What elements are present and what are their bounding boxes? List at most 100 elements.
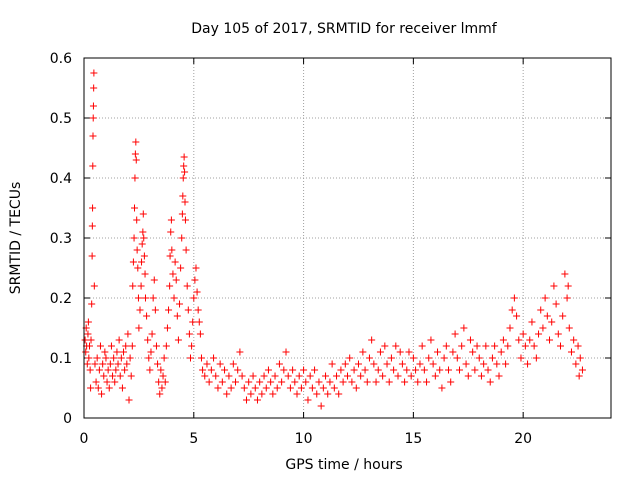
y-tick-label: 0.4	[50, 171, 72, 187]
data-point	[181, 198, 189, 206]
data-point	[148, 330, 156, 338]
data-point	[556, 342, 564, 350]
data-point	[152, 342, 160, 350]
data-point	[352, 384, 360, 392]
y-tick-label: 0.6	[50, 51, 72, 67]
data-point	[240, 384, 248, 392]
plot-frame	[83, 57, 612, 419]
data-point	[348, 378, 356, 386]
data-point	[210, 354, 218, 362]
data-point	[462, 360, 470, 368]
data-point	[136, 306, 144, 314]
data-point	[493, 360, 501, 368]
data-point	[539, 324, 547, 332]
data-point	[245, 378, 253, 386]
data-point	[109, 372, 117, 380]
data-point	[286, 384, 294, 392]
data-point	[374, 366, 382, 374]
data-point	[128, 342, 136, 350]
data-point	[120, 348, 128, 356]
data-point	[473, 342, 481, 350]
data-point	[139, 228, 147, 236]
data-point	[427, 336, 435, 344]
data-point	[376, 348, 384, 356]
data-point	[130, 234, 138, 242]
data-point	[159, 372, 167, 380]
data-point	[179, 192, 187, 200]
data-point	[291, 378, 299, 386]
data-point	[199, 366, 207, 374]
data-point	[576, 354, 584, 362]
data-point	[418, 342, 426, 350]
data-point	[176, 300, 184, 308]
data-point	[464, 372, 472, 380]
y-tick-label: 0.1	[50, 351, 72, 367]
data-point	[131, 174, 139, 182]
data-point	[99, 360, 107, 368]
data-point	[225, 372, 233, 380]
data-point	[121, 366, 129, 374]
data-point	[563, 294, 571, 302]
data-point	[160, 354, 168, 362]
data-point	[171, 258, 179, 266]
data-point	[193, 288, 201, 296]
data-point	[182, 246, 190, 254]
data-point	[508, 306, 516, 314]
data-point	[181, 168, 189, 176]
data-point	[106, 360, 114, 368]
data-point	[572, 360, 580, 368]
data-point	[88, 222, 96, 230]
data-point	[440, 354, 448, 362]
data-point	[350, 366, 358, 374]
data-point	[273, 384, 281, 392]
data-point	[131, 150, 139, 158]
data-point	[436, 366, 444, 374]
data-point	[157, 366, 165, 374]
data-point	[337, 366, 345, 374]
data-point	[451, 330, 459, 338]
data-point	[185, 330, 193, 338]
data-point	[499, 336, 507, 344]
data-point	[189, 318, 197, 326]
data-point	[554, 330, 562, 338]
data-point	[223, 390, 231, 398]
data-point	[129, 258, 137, 266]
data-point	[173, 312, 181, 320]
data-point	[242, 396, 250, 404]
data-point	[491, 342, 499, 350]
data-point	[88, 300, 96, 308]
data-point	[416, 360, 424, 368]
data-point	[174, 336, 182, 344]
data-point	[484, 366, 492, 374]
data-point	[100, 372, 108, 380]
data-point	[85, 342, 93, 350]
data-point	[339, 378, 347, 386]
data-point	[133, 246, 141, 254]
data-point	[379, 372, 387, 380]
data-point	[178, 234, 186, 242]
data-point	[546, 336, 554, 344]
data-point	[480, 360, 488, 368]
data-point	[453, 354, 461, 362]
data-point	[578, 366, 586, 374]
data-point	[541, 294, 549, 302]
data-point	[170, 294, 178, 302]
data-point	[269, 390, 277, 398]
data-point	[475, 354, 483, 362]
data-point	[203, 360, 211, 368]
data-point	[114, 360, 122, 368]
data-point	[322, 372, 330, 380]
data-point	[118, 384, 126, 392]
data-point	[139, 210, 147, 218]
data-point	[131, 204, 139, 212]
data-point	[359, 348, 367, 356]
data-point	[183, 282, 191, 290]
data-point	[280, 366, 288, 374]
data-point	[249, 372, 257, 380]
data-point	[354, 360, 362, 368]
data-point	[471, 366, 479, 374]
data-point	[550, 282, 558, 290]
data-point	[565, 324, 573, 332]
data-point	[530, 342, 538, 350]
data-point	[311, 366, 319, 374]
